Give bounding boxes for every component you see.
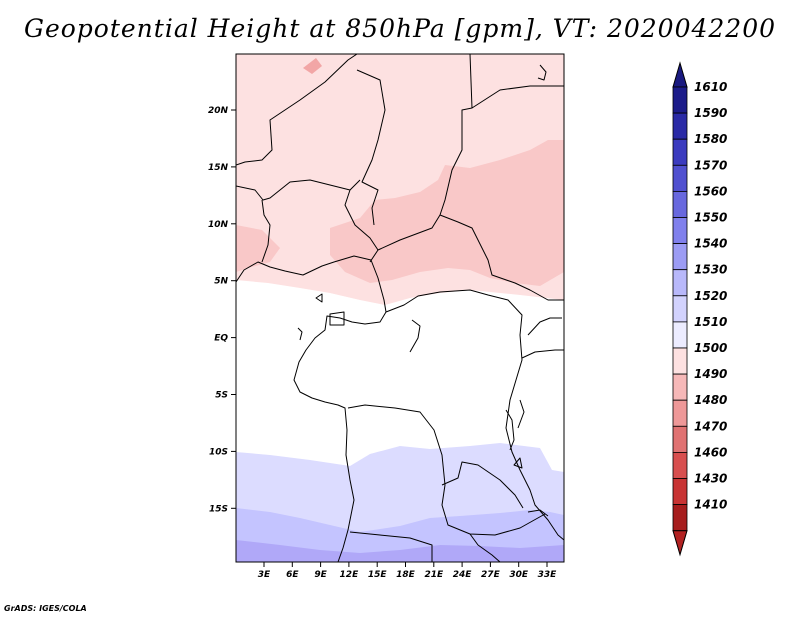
country-borders	[236, 54, 564, 562]
lon-label: 30E	[509, 570, 529, 580]
colorbar-label: 1480	[694, 393, 727, 407]
colorbar-label: 1580	[694, 132, 727, 146]
colorbar-label: 1550	[694, 211, 727, 225]
lat-label: 10N	[208, 220, 229, 230]
field-warm-deep	[303, 58, 322, 74]
colorbar-swatch	[672, 373, 688, 401]
colorbar-label: 1590	[694, 106, 727, 120]
lat-label: 5N	[214, 277, 228, 287]
colorbar-top-arrow	[672, 61, 688, 88]
colorbar-swatch	[672, 269, 688, 297]
colorbar-swatch	[672, 138, 688, 166]
colorbar-bottom-arrow	[672, 530, 688, 557]
colorbar-label: 1540	[694, 237, 727, 251]
colorbar-swatch	[672, 451, 688, 479]
lon-label: 15E	[368, 570, 388, 580]
lon-label: 24E	[453, 570, 473, 580]
colorbar-label: 1470	[694, 419, 727, 433]
colorbar-label: 1510	[694, 315, 727, 329]
lon-label: 3E	[258, 570, 271, 580]
longitude-axis: 3E 6E 9E 12E 15E 18E 21E 24E 27E 30E 33E	[258, 562, 557, 580]
colorbar-swatch	[672, 425, 688, 453]
map-frame	[235, 53, 565, 563]
field-cool-deep	[236, 540, 564, 562]
lat-label: 10S	[209, 447, 228, 457]
lon-label: 9E	[314, 570, 327, 580]
colorbar-swatch	[672, 321, 688, 349]
colorbar-label: 1490	[694, 367, 727, 381]
colorbar: 1610 1590 1580 1570 1560 1550 1540 1530 1520 1510…	[672, 61, 727, 557]
lon-label: 27E	[481, 570, 501, 580]
colorbar-label: 1410	[694, 498, 727, 512]
colorbar-swatch	[672, 504, 688, 532]
colorbar-swatch	[672, 399, 688, 427]
colorbar-swatch	[672, 295, 688, 323]
field-warm-mid-2	[236, 225, 280, 272]
latitude-axis: 20N 15N 10N 5N EQ 5S 10S 15S	[208, 106, 236, 514]
colorbar-swatch	[672, 190, 688, 218]
lon-label: 18E	[396, 570, 416, 580]
colorbar-swatch	[672, 112, 688, 140]
colorbar-swatch	[672, 217, 688, 245]
field-warm-mid	[330, 140, 564, 286]
colorbar-label: 1610	[694, 80, 727, 94]
lat-label: 20N	[208, 106, 229, 116]
lon-label: 21E	[424, 570, 444, 580]
colorbar-label: 1570	[694, 158, 727, 172]
lon-label: 12E	[340, 570, 360, 580]
colorbar-label: 1560	[694, 184, 727, 198]
colorbar-swatch	[672, 347, 688, 375]
colorbar-swatch	[672, 86, 688, 114]
colorbar-label: 1530	[694, 263, 727, 277]
lat-label: EQ	[214, 334, 228, 344]
lon-label: 33E	[538, 570, 558, 580]
colorbar-label: 1500	[694, 341, 727, 355]
colorbar-swatch	[672, 478, 688, 506]
lat-label: 15N	[208, 163, 229, 173]
colorbar-label: 1460	[694, 445, 727, 459]
grads-credit: GrADS: IGES/COLA	[4, 604, 87, 613]
colorbar-label: 1430	[694, 472, 727, 486]
lat-label: 15S	[209, 504, 228, 514]
colorbar-swatch	[672, 243, 688, 271]
colorbar-label: 1520	[694, 289, 727, 303]
lat-label: 5S	[215, 391, 228, 401]
map-title: Geopotential Height at 850hPa [gpm], VT:…	[23, 14, 777, 43]
height-field	[236, 54, 564, 562]
lon-label: 6E	[286, 570, 299, 580]
colorbar-swatch	[672, 164, 688, 192]
